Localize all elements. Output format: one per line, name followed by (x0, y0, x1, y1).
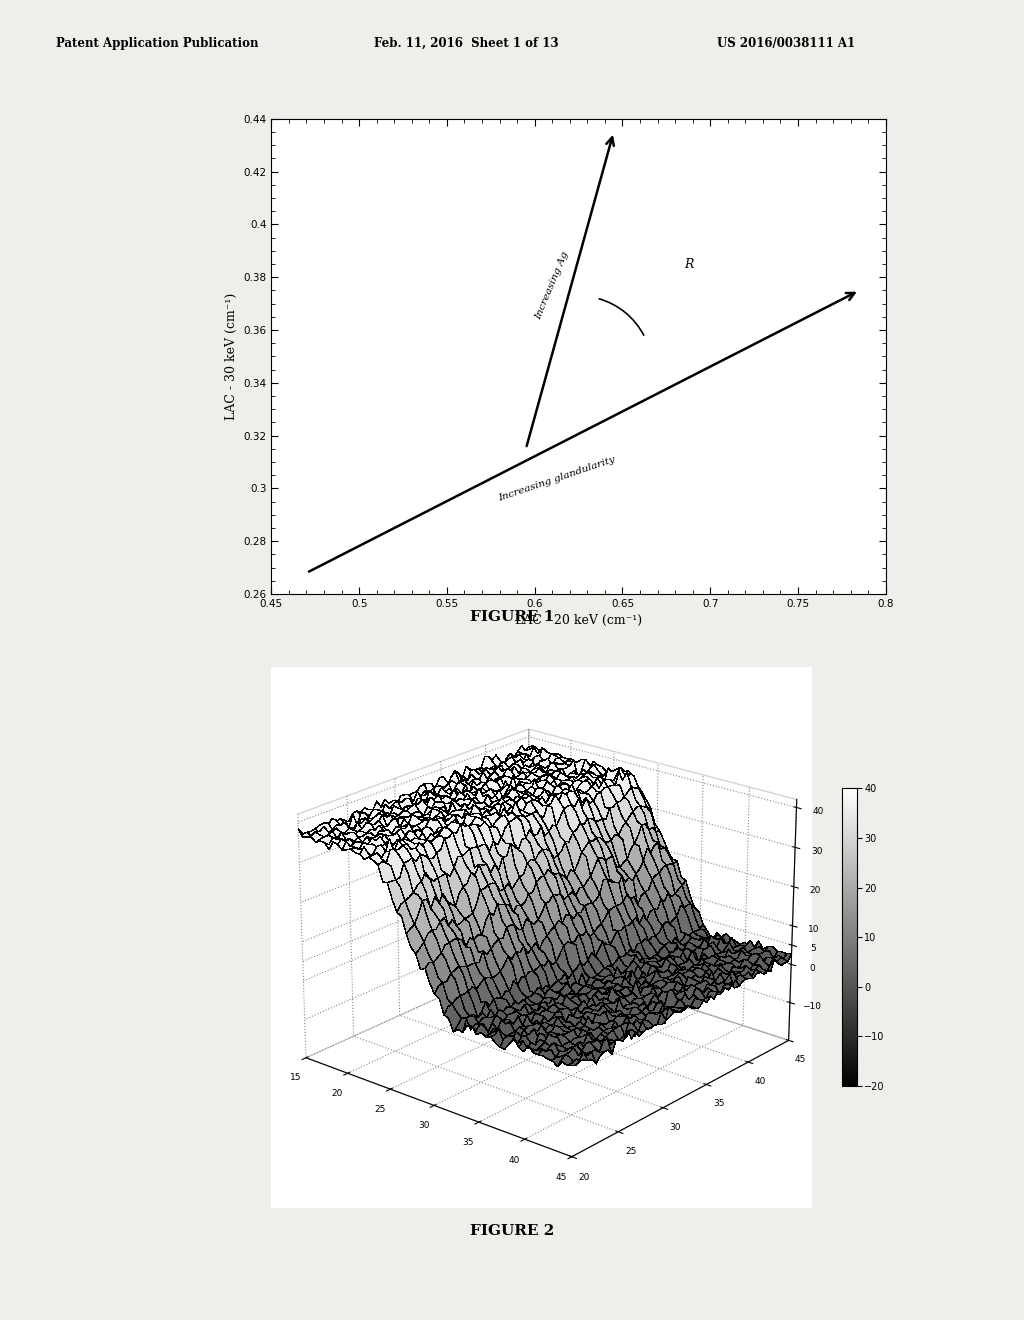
Text: FIGURE 1: FIGURE 1 (470, 610, 554, 624)
Text: FIGURE 2: FIGURE 2 (470, 1224, 554, 1238)
Y-axis label: LAC - 30 keV (cm⁻¹): LAC - 30 keV (cm⁻¹) (225, 293, 238, 420)
Text: Feb. 11, 2016  Sheet 1 of 13: Feb. 11, 2016 Sheet 1 of 13 (374, 37, 558, 50)
Text: R: R (684, 257, 693, 271)
Text: Increasing Ag: Increasing Ag (534, 249, 570, 321)
Text: Patent Application Publication: Patent Application Publication (56, 37, 259, 50)
Text: Increasing glandularity: Increasing glandularity (497, 455, 616, 503)
Text: US 2016/0038111 A1: US 2016/0038111 A1 (717, 37, 855, 50)
X-axis label: LAC - 20 keV (cm⁻¹): LAC - 20 keV (cm⁻¹) (515, 614, 642, 627)
